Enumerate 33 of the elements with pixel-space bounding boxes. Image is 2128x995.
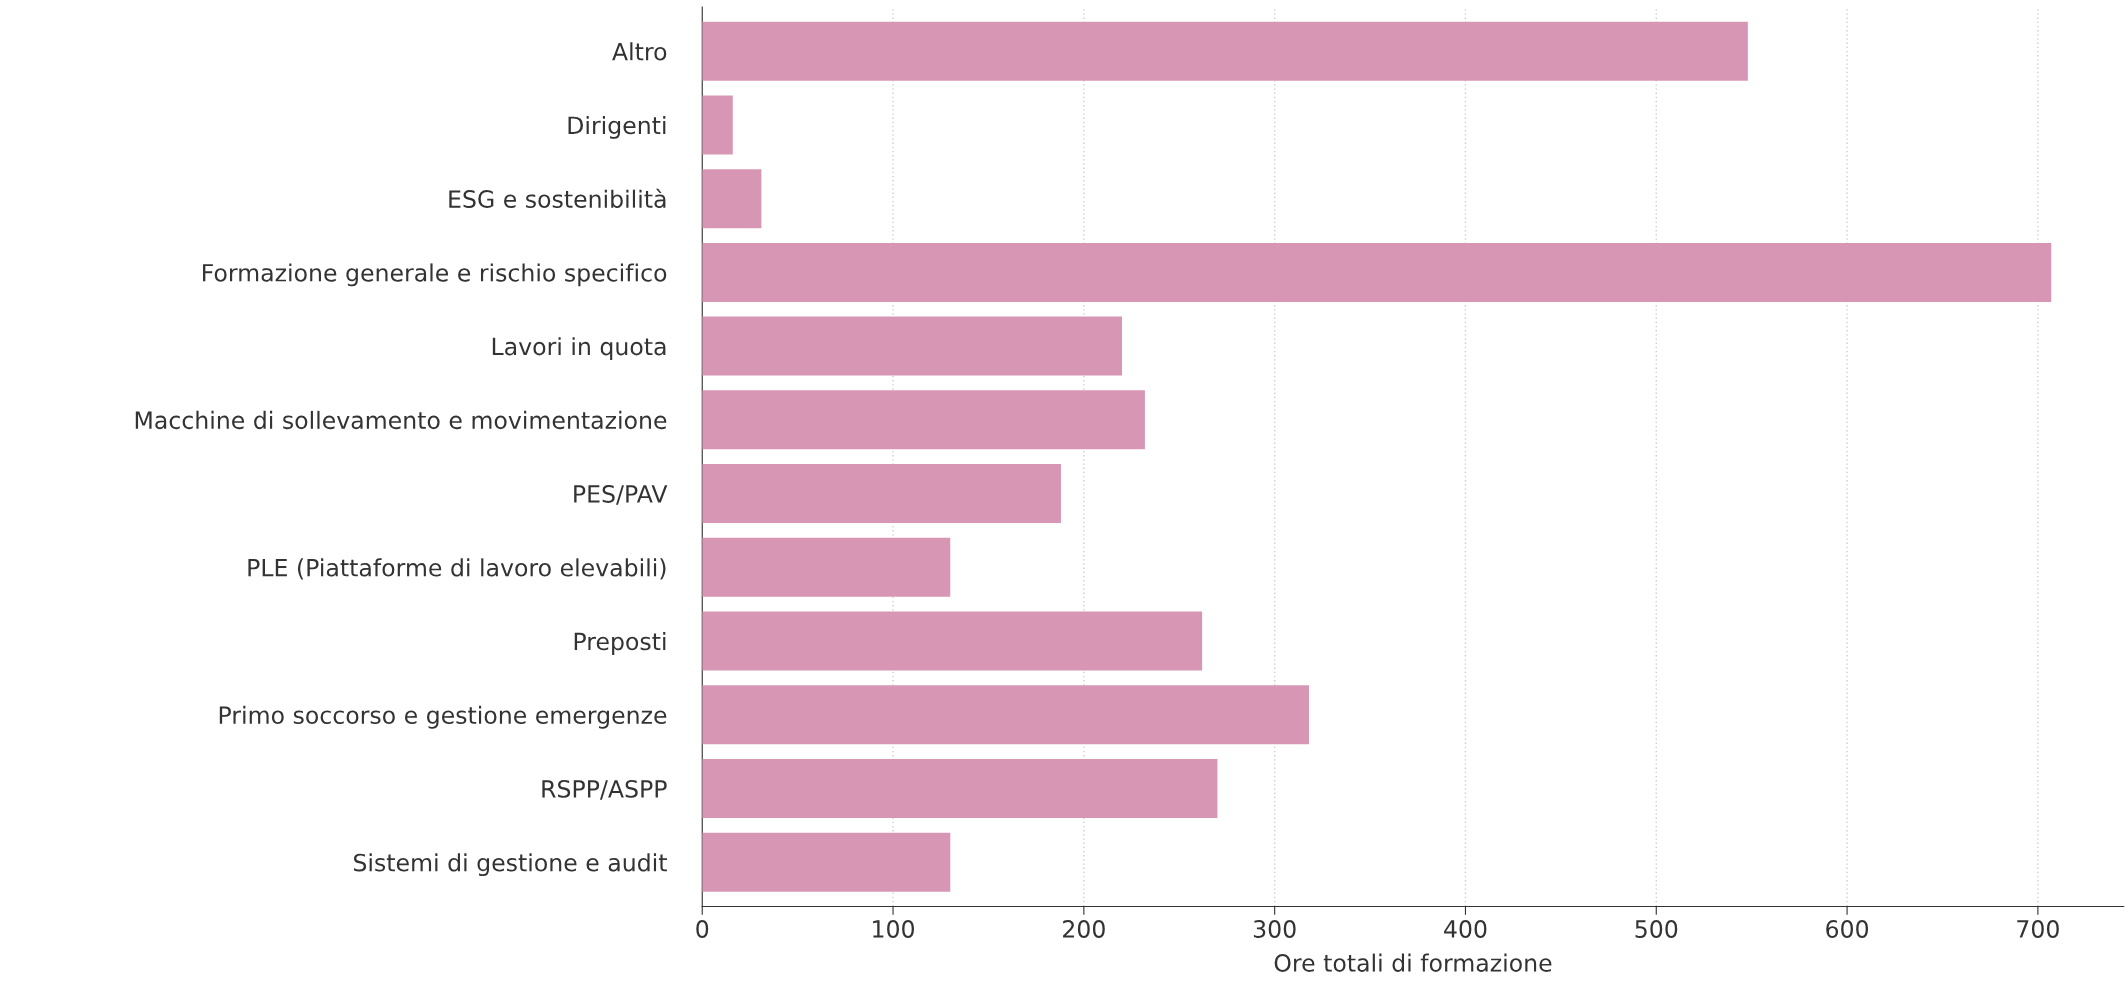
x-tick-label: 100 (873, 920, 915, 938)
x-axis-title: Ore totali di formazione (1274, 953, 1552, 972)
bar (702, 537, 951, 597)
bar (702, 685, 1309, 745)
y-tick-label: Preposti (574, 632, 666, 655)
bar (702, 95, 733, 155)
y-tick-label: PLE (Piattaforme di lavoro elevabili) (248, 558, 666, 580)
x-tick-label: 400 (1444, 920, 1487, 938)
y-tick-label: RSPP/ASPP (542, 779, 667, 800)
x-tick-label: 200 (1063, 920, 1105, 938)
y-tick-label: Lavori in quota (492, 337, 666, 360)
bar (702, 21, 1748, 81)
y-tick-label: Macchine di sollevamento e movimentazione (135, 410, 667, 430)
x-tick-label: 300 (1253, 920, 1296, 938)
x-tick-label: 500 (1635, 920, 1678, 938)
bar (702, 758, 1218, 818)
bar (702, 832, 951, 892)
y-tick-label: ESG e sostenibilità (449, 188, 666, 208)
x-tick-label: 600 (1826, 920, 1869, 938)
x-tick-label: 0 (696, 920, 709, 938)
bar (702, 169, 762, 229)
bar (702, 390, 1145, 450)
y-tick-label: Primo soccorso e gestione emergenze (219, 705, 667, 729)
bar (702, 316, 1123, 376)
bar (702, 242, 2052, 302)
y-tick-label: Formazione generale e rischio specifico (203, 263, 667, 287)
y-tick-label: Dirigenti (568, 115, 666, 139)
y-tick-label: PES/PAV (574, 485, 668, 505)
bar (702, 464, 1061, 524)
y-tick-label: Altro (612, 42, 667, 61)
bar (702, 611, 1203, 671)
y-tick-label: Sistemi di gestione e audit (353, 853, 667, 877)
x-tick-label: 700 (2017, 920, 2059, 938)
